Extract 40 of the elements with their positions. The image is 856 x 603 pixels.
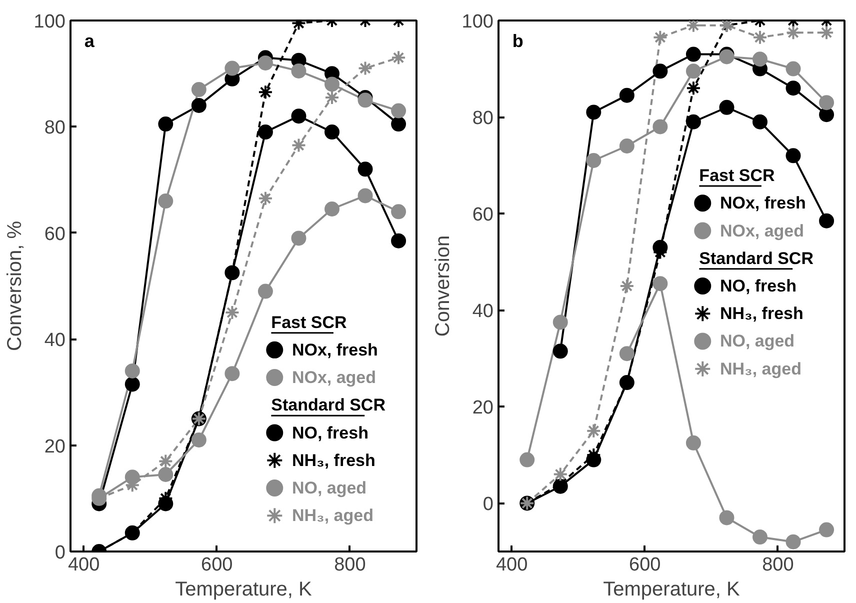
legend-label: NH₃, fresh (720, 304, 804, 324)
y-tick-label: 40 (44, 330, 66, 352)
annotation: Fast SCR (271, 312, 347, 332)
legend-label: NH₃, aged (292, 506, 374, 526)
y-axis-title: Conversion, % (4, 220, 26, 352)
x-tick-label: 800 (762, 554, 794, 576)
y-tick-label: 60 (44, 224, 66, 245)
text: b (512, 31, 524, 52)
x-axis-title: Temperature, K (175, 578, 313, 600)
y-tick-label: 100 (462, 12, 494, 32)
legend-label: NH₃, fresh (292, 450, 376, 470)
legend-label: NO, aged (292, 478, 367, 498)
annotation: Fast SCR (699, 166, 775, 186)
y-tick-label: 100 (34, 12, 66, 32)
legend-label: NOx, aged (292, 368, 376, 388)
annotation: Standard SCR (699, 248, 814, 268)
y-tick-label: 80 (472, 108, 494, 130)
text: a (84, 31, 96, 52)
legend-label: NOx, fresh (720, 194, 806, 213)
y-tick-label: 20 (44, 436, 66, 458)
y-axis-title: Conversion (432, 235, 454, 337)
y-tick-label: 0 (482, 494, 494, 516)
legend-label: NOx, fresh (292, 340, 378, 360)
x-axis-title: Temperature, K (603, 578, 741, 600)
annotation: Standard SCR (271, 396, 386, 415)
y-tick-label: 40 (472, 301, 494, 322)
x-tick-label: 800 (334, 554, 366, 576)
legend-label: NH₃, aged (720, 359, 802, 378)
x-tick-label: 600 (201, 554, 233, 576)
x-tick-label: 400 (496, 554, 528, 576)
legend-label: NO, aged (720, 332, 795, 351)
legend-label: NO, fresh (720, 276, 796, 296)
y-tick-label: 20 (472, 398, 494, 419)
legend-label: NO, fresh (292, 423, 368, 442)
y-tick-label: 60 (472, 204, 494, 226)
legend-label: NOx, aged (720, 221, 804, 240)
y-tick-label: 80 (44, 118, 66, 139)
y-tick-label: 0 (54, 542, 66, 564)
x-tick-label: 600 (629, 554, 661, 576)
x-tick-label: 400 (68, 554, 100, 576)
